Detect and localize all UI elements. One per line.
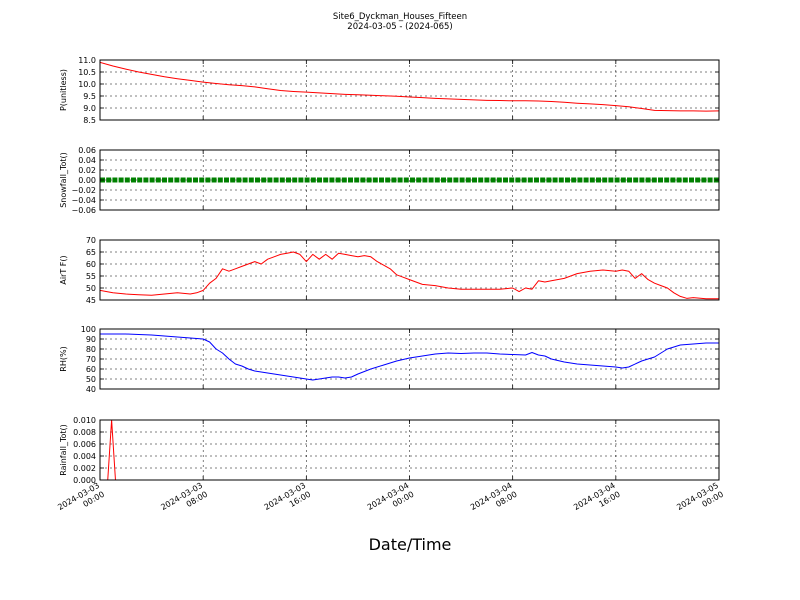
series-line-0: [100, 61, 719, 112]
y-tick-label: 0.010: [73, 416, 96, 425]
y-tick-label: −0.04: [71, 196, 96, 205]
y-tick-label: 11.0: [78, 56, 96, 65]
x-tick-label: 2024-03-0500:00: [675, 481, 725, 521]
chart-subtitle: 2024-03-05 - (2024-065): [347, 22, 452, 32]
y-tick-label: 0.002: [73, 464, 96, 473]
panel-frame: [99, 149, 720, 211]
y-tick-label: 0.04: [78, 156, 96, 165]
y-tick-label: 8.5: [83, 116, 96, 125]
y-tick-label: 65: [86, 248, 96, 257]
y-axis-label: AirT F(): [59, 255, 68, 284]
chart-panel-1: −0.06−0.04−0.020.000.020.040.06 Snowfall_…: [59, 146, 720, 215]
y-axis-label: P(unitless): [59, 69, 68, 111]
y-tick-label: 10.5: [78, 68, 96, 77]
x-tick-label: 2024-03-0416:00: [572, 481, 622, 521]
series-line-0: [100, 333, 719, 381]
x-tick-label: 2024-03-0408:00: [469, 481, 519, 521]
series-line-0: [100, 251, 719, 300]
y-tick-label: −0.02: [71, 186, 96, 195]
x-tick-label: 2024-03-0400:00: [366, 481, 416, 521]
series-group: [100, 61, 719, 112]
y-axis-label: Rainfall_Tot(): [59, 424, 68, 476]
y-tick-label: 90: [86, 335, 96, 344]
y-tick-label: 45: [86, 296, 96, 305]
chart-panel-0: 8.5 9.0 9.5 10.0 10.5 11.0 P(unitless): [59, 56, 720, 125]
y-tick-label: 60: [86, 260, 96, 269]
y-tick-label: 55: [86, 272, 96, 281]
y-tick-label: 40: [86, 385, 96, 394]
x-tick-label: 2024-03-0300:00: [56, 481, 106, 521]
panel-frame: [99, 59, 720, 121]
series-group: [100, 251, 719, 300]
chart-panel-4: 0.000 0.002 0.004 0.006 0.008 0.010 Rainfall_T…: [59, 416, 720, 485]
y-tick-label: 0.06: [78, 146, 96, 155]
y-tick-label: 70: [86, 236, 96, 245]
panel-frame: [99, 419, 720, 481]
y-tick-label: 9.0: [83, 104, 96, 113]
y-tick-label: 0.008: [73, 428, 96, 437]
y-tick-label: 50: [86, 375, 96, 384]
y-tick-label: 10.0: [78, 80, 96, 89]
chart-title: Site6_Dyckman_Houses_Fifteen: [333, 12, 467, 22]
y-tick-label: −0.06: [71, 206, 96, 215]
panel-frame: [99, 239, 720, 301]
x-axis-tick-labels: 2024-03-0300:00 2024-03-0308:00 2024-03-03…: [56, 481, 725, 521]
chart-panel-2: 45 50 55 60 65 70 AirT F(): [59, 236, 720, 305]
y-tick-label: 100: [81, 325, 96, 334]
y-tick-label: 70: [86, 355, 96, 364]
y-tick-label: 50: [86, 284, 96, 293]
y-tick-label: 0.004: [73, 452, 96, 461]
y-axis-label: Snowfall_Tot(): [59, 152, 68, 208]
y-tick-label: 9.5: [83, 92, 96, 101]
x-tick-label: 2024-03-0308:00: [159, 481, 209, 521]
series-group: [100, 333, 719, 381]
y-tick-label: 0.02: [78, 166, 96, 175]
y-tick-label: 0.006: [73, 440, 96, 449]
y-tick-label: 0.000: [73, 476, 96, 485]
x-axis-label: Date/Time: [369, 535, 452, 554]
y-tick-label: 0.00: [78, 176, 96, 185]
y-tick-label: 80: [86, 345, 96, 354]
chart-panels: 8.59.09.510.010.511.0P(unitless)−0.06−0.…: [59, 56, 720, 485]
y-tick-label: 60: [86, 365, 96, 374]
y-axis-label: RH(%): [59, 346, 68, 371]
panel-frame: [99, 328, 720, 390]
x-tick-label: 2024-03-0316:00: [263, 481, 313, 521]
